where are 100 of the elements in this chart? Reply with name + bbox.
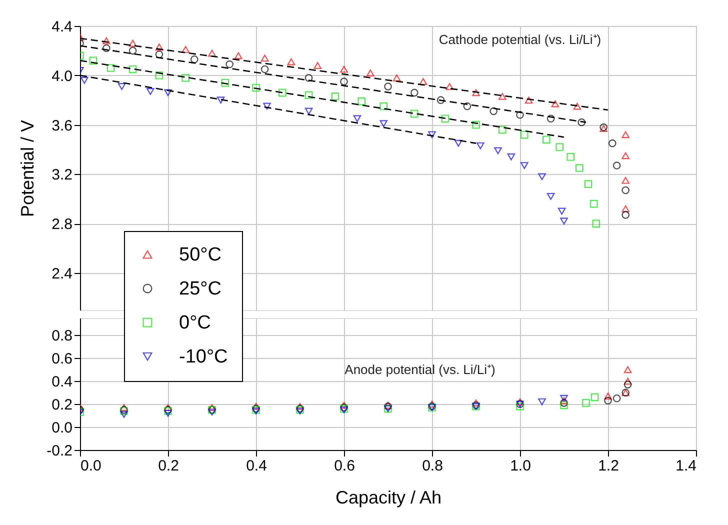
point [546, 192, 555, 200]
y-tick-label: 3.6 [52, 117, 72, 134]
point [260, 54, 269, 62]
point [551, 100, 560, 108]
y-tick-label: 0.6 [52, 350, 72, 368]
annotation: Cathode potential (vs. Li/Li⁺) [438, 32, 602, 47]
point [128, 40, 137, 47]
point [520, 162, 528, 169]
point [490, 107, 498, 116]
y-tick-label: 4.0 [52, 68, 72, 85]
point [419, 78, 428, 86]
x-tick-label: 0.4 [246, 458, 267, 474]
point [252, 84, 260, 92]
point [380, 120, 388, 128]
point [287, 58, 296, 66]
point [410, 88, 418, 97]
point [592, 220, 600, 228]
point [575, 164, 584, 172]
x-tick-label: 0.6 [334, 458, 355, 474]
point [353, 115, 362, 122]
point [507, 153, 516, 160]
point [612, 162, 621, 170]
point [590, 200, 598, 208]
point [208, 50, 216, 57]
point [520, 130, 528, 139]
point [560, 218, 568, 225]
point [314, 62, 322, 69]
point [182, 46, 190, 53]
point [622, 205, 630, 212]
point [89, 56, 98, 64]
point [128, 46, 137, 55]
y-tick-label: -0.2 [46, 442, 72, 460]
point [102, 44, 110, 52]
point [494, 147, 502, 154]
legend-label: -10°C [179, 346, 228, 368]
y-axis-title: Potential / V [18, 120, 38, 218]
x-tick-label: 1.0 [510, 458, 531, 474]
y-tick-label: 0.8 [52, 328, 72, 345]
point [340, 66, 348, 73]
y-tick-label: 2.8 [52, 216, 72, 234]
x-axis-title: Capacity / Ah [335, 488, 442, 508]
point [358, 97, 366, 106]
x-tick-label: 0.8 [422, 458, 443, 474]
point [234, 52, 242, 60]
y-tick-label: 4.4 [52, 18, 72, 36]
x-tick-label: 0.2 [158, 458, 179, 474]
point [102, 37, 110, 44]
point [80, 76, 88, 84]
point [190, 55, 198, 64]
point [573, 102, 582, 110]
point [304, 91, 313, 100]
point [546, 114, 555, 123]
point [538, 173, 546, 180]
legend-label: 25°C [179, 278, 222, 300]
point [622, 152, 630, 160]
point [331, 92, 340, 100]
point [476, 142, 484, 150]
point [118, 83, 126, 90]
point [410, 110, 418, 118]
point [622, 176, 630, 184]
point [472, 89, 480, 96]
point [622, 186, 630, 194]
point [578, 118, 586, 126]
point [155, 50, 164, 58]
point [304, 74, 313, 82]
point [622, 211, 630, 219]
y-tick-label: 2.4 [52, 265, 72, 282]
point [542, 136, 550, 144]
point [128, 65, 137, 74]
point [155, 71, 164, 80]
legend-label: 50°C [179, 244, 222, 266]
point [278, 88, 286, 97]
point [182, 74, 190, 82]
point [340, 78, 348, 86]
point [498, 126, 506, 134]
point [441, 114, 450, 123]
point [446, 83, 454, 90]
y-tick-label: 0.0 [52, 420, 72, 437]
point [436, 96, 445, 104]
point [106, 64, 115, 72]
point [164, 89, 172, 96]
point [221, 78, 230, 87]
annotation: Anode potential (vs. Li/Li⁺) [344, 362, 496, 377]
legend-label: 0°C [179, 312, 211, 334]
point [454, 140, 462, 147]
point [384, 82, 392, 90]
y-tick-label: 3.2 [52, 166, 72, 184]
y-tick-label: 0.2 [52, 396, 72, 414]
point [392, 74, 401, 82]
point [380, 102, 388, 110]
point [498, 92, 506, 100]
point [155, 44, 164, 50]
point [472, 120, 480, 129]
point [463, 102, 472, 110]
point [146, 88, 154, 95]
point [226, 60, 234, 68]
x-tick-label: 1.4 [676, 458, 696, 474]
point [566, 152, 575, 161]
point [263, 102, 271, 110]
point [366, 69, 374, 76]
